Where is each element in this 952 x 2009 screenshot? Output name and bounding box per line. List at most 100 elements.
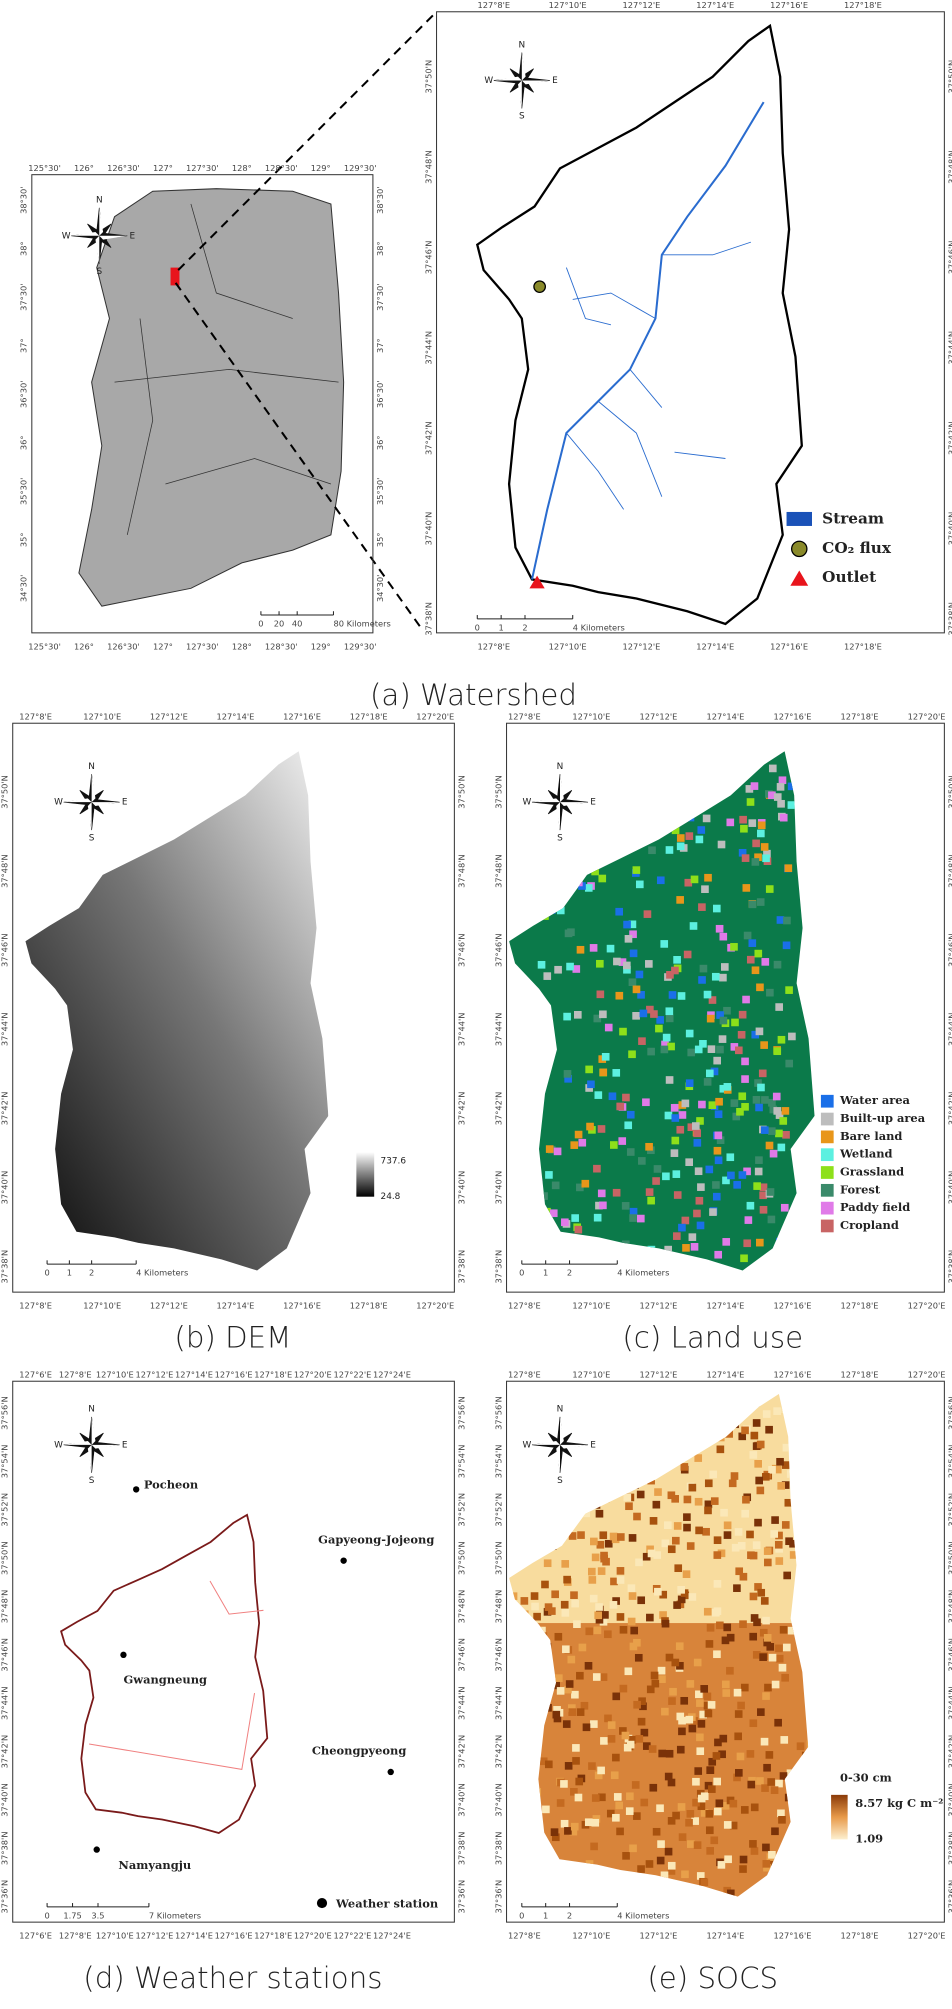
raster-cell [580, 1701, 589, 1710]
bottom-tick-label: 127°16'E [283, 1301, 321, 1311]
right-tick-label: 37°48'N [947, 150, 952, 184]
compass-star-light [91, 774, 96, 803]
raster-cell [754, 1167, 763, 1176]
raster-cell [673, 956, 681, 964]
top-tick-label: 127°10'E [83, 711, 121, 721]
raster-cell [591, 1794, 600, 1802]
outlet [529, 575, 545, 589]
raster-cell [762, 1692, 770, 1700]
raster-cell [567, 1655, 576, 1664]
raster-cell [599, 1617, 608, 1626]
top-tick-label: 127°20'E [416, 711, 454, 721]
raster-cell [596, 1434, 604, 1442]
raster-cell [757, 829, 765, 838]
raster-cell [659, 1611, 667, 1619]
raster-cell [712, 904, 721, 913]
raster-cell [696, 1733, 704, 1742]
raster-cell [522, 1704, 531, 1713]
raster-cell [649, 1783, 658, 1792]
raster-cell [519, 1621, 528, 1630]
raster-cell [778, 1815, 786, 1824]
land-use-raster [509, 751, 815, 1271]
colorbar [356, 1152, 375, 1197]
raster-cell [700, 1685, 709, 1693]
raster-cell [644, 787, 653, 796]
compass-label: W [54, 1440, 63, 1450]
weather-station [340, 1557, 347, 1564]
raster-cell [574, 1793, 583, 1802]
bottom-tick-label: 127°8'E [508, 1931, 541, 1941]
raster-cell [767, 1215, 776, 1224]
raster-cell [635, 880, 644, 889]
raster-cell [664, 1847, 673, 1856]
raster-cell [533, 1860, 542, 1868]
raster-cell [779, 1117, 788, 1125]
raster-cell [585, 1065, 593, 1074]
raster-cell [652, 1177, 660, 1185]
station-label: Namyangju [118, 1858, 191, 1872]
raster-cell [739, 1620, 747, 1629]
raster-cell [702, 814, 711, 823]
raster-cell [653, 1419, 662, 1427]
raster-cell [552, 1681, 560, 1690]
raster-cell [726, 1666, 734, 1675]
raster-cell [564, 1762, 573, 1770]
raster-cell [766, 988, 774, 997]
raster-cell [581, 1463, 590, 1471]
raster-cell [775, 1557, 784, 1565]
raster-cell [751, 858, 760, 866]
raster-cell [551, 1181, 560, 1190]
raster-cell [628, 1050, 636, 1059]
raster-cell [677, 1803, 686, 1811]
bottom-tick-label: 127°16'E [215, 1931, 253, 1941]
station-label: Pocheon [144, 1478, 199, 1492]
raster-cell [763, 1763, 771, 1772]
raster-cell [523, 1762, 531, 1771]
raster-cell [779, 1772, 788, 1780]
raster-cell [659, 1590, 668, 1599]
compass-star-light [518, 80, 522, 109]
raster-cell [730, 1404, 739, 1413]
raster-cell [766, 1188, 775, 1196]
left-tick-label: 36° [19, 435, 29, 450]
raster-cell [757, 1708, 765, 1716]
raster-cell [705, 1165, 714, 1174]
raster-cell [661, 1707, 669, 1716]
raster-cell [544, 1603, 553, 1611]
raster-cell [522, 1524, 531, 1533]
raster-cell [592, 1501, 601, 1509]
raster-cell [541, 1464, 550, 1473]
raster-cell [532, 1734, 541, 1743]
raster-cell [627, 1875, 636, 1884]
right-tick-label: 37°40'N [947, 512, 952, 546]
raster-cell [722, 1176, 730, 1185]
raster-cell [694, 1767, 703, 1775]
raster-cell [623, 961, 631, 970]
top-tick-label: 127°12'E [639, 711, 677, 721]
bottom-tick-label: 127°18'E [254, 1931, 292, 1941]
raster-cell [597, 1125, 606, 1133]
raster-cell [797, 1586, 806, 1594]
raster-cell [674, 1564, 683, 1573]
raster-cell [725, 1430, 733, 1438]
raster-cell [574, 1225, 583, 1234]
raster-cell [568, 1704, 576, 1712]
bottom-tick-label: 129° [311, 641, 331, 651]
raster-cell [692, 1777, 700, 1786]
top-tick-label: 127°20'E [908, 1369, 946, 1379]
raster-cell [677, 1595, 686, 1604]
raster-cell [576, 1671, 584, 1680]
raster-cell [794, 1828, 802, 1837]
raster-cell [607, 1482, 616, 1491]
raster-cell [535, 1404, 544, 1412]
raster-cell [694, 1454, 703, 1462]
raster-cell [642, 1742, 651, 1750]
raster-cell [674, 1447, 682, 1456]
bottom-tick-label: 127°14'E [706, 1931, 744, 1941]
raster-cell [548, 1607, 556, 1615]
left-tick-label: 37°42'N [0, 1092, 10, 1126]
bottom-tick-label: 127°8'E [477, 641, 510, 651]
bottom-tick-label: 127°14'E [696, 641, 734, 651]
top-tick-label: 127°12'E [622, 0, 660, 10]
raster-cell [678, 1727, 686, 1736]
